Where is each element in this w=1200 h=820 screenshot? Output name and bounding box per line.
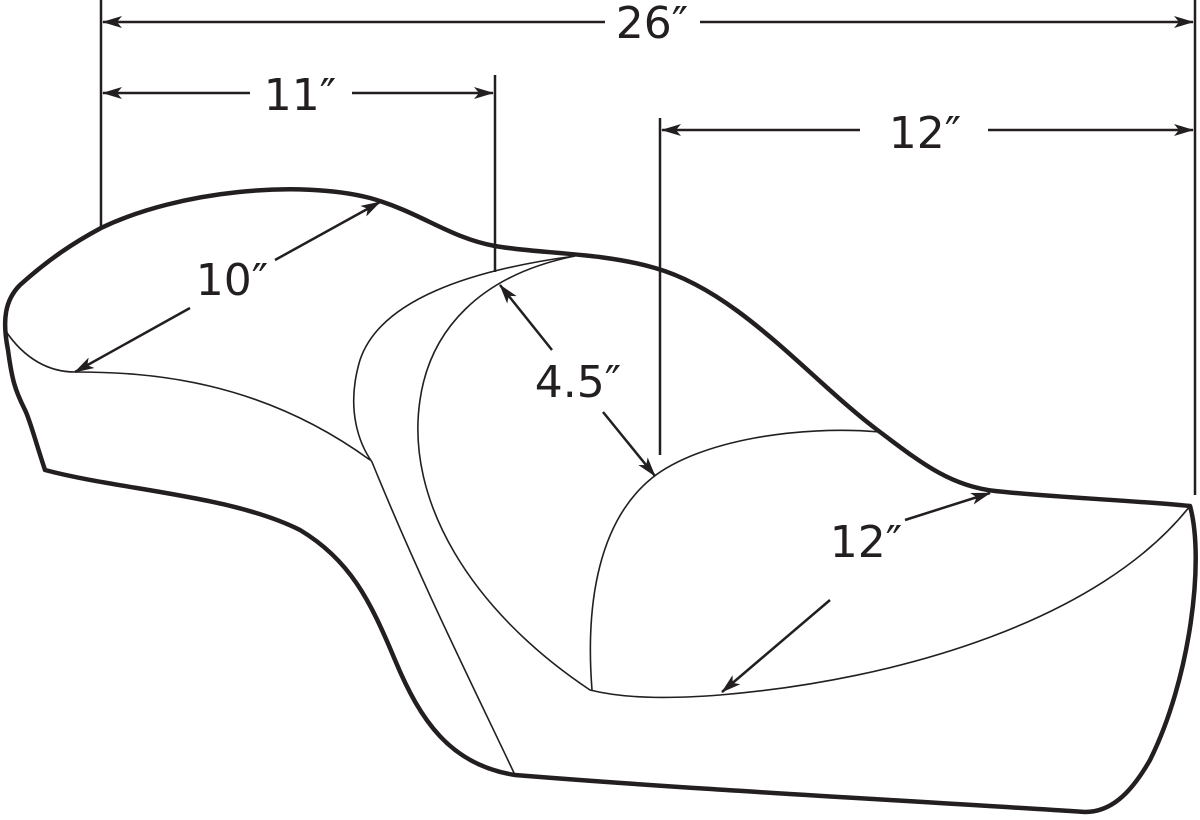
dimension-arrow-rear-width (721, 599, 831, 693)
dimension-arrow-rear-width (904, 491, 991, 522)
dimension-label-depth: 4.5″ (535, 357, 621, 408)
dimension-arrow-depth (499, 284, 553, 351)
dimension-arrow-depth (602, 411, 656, 477)
dimension-label-front-width: 10″ (196, 255, 268, 306)
seat-divider-front (352, 255, 576, 776)
front-seat-edge (4, 329, 371, 461)
passenger-pad-edge (589, 429, 881, 691)
dimension-label-rear-width: 12″ (830, 517, 902, 568)
seat-outline (2, 187, 1198, 815)
dimension-arrow-front-width (74, 306, 191, 374)
dimension-label-passenger: 12″ (889, 108, 961, 159)
dimension-label-front: 11″ (264, 70, 336, 121)
dimension-arrow-front-width (274, 200, 381, 262)
seat-well-edge (417, 255, 1191, 699)
dimension-label-overall: 26″ (616, 0, 688, 49)
